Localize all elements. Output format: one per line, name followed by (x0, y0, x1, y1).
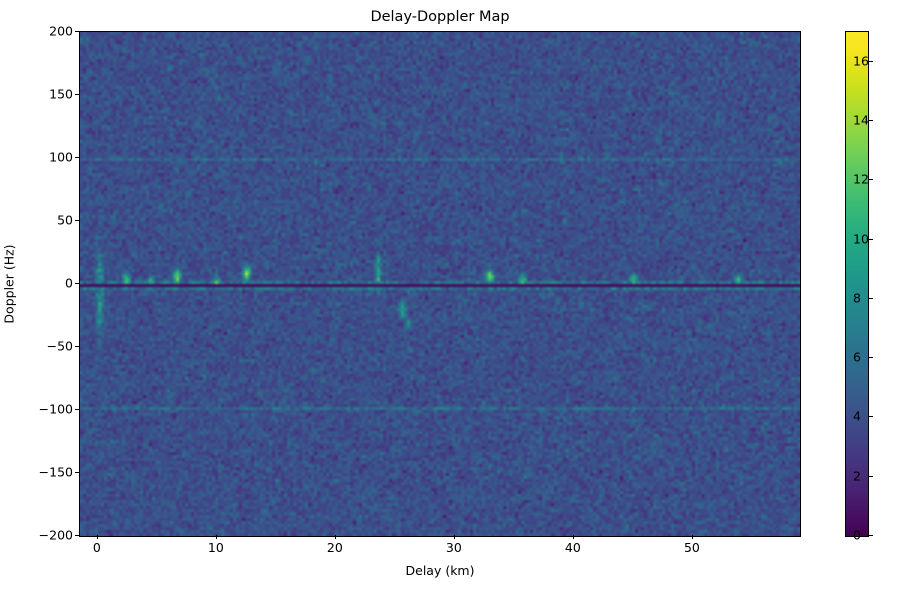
y-tick-label: −50 (46, 338, 73, 354)
colorbar-tick-mark (869, 119, 873, 121)
x-tick-label: 0 (92, 540, 101, 555)
colorbar-tick-mark (869, 179, 873, 181)
x-tick-label: 30 (445, 540, 462, 555)
y-axis-label: Doppler (Hz) (0, 31, 18, 537)
page-title: Delay-Doppler Map (370, 9, 510, 25)
y-tick-label: −100 (38, 401, 73, 417)
y-tick-label: 150 (49, 86, 73, 102)
colorbar-tick-mark (869, 475, 873, 477)
colorbar-tick-mark (869, 238, 873, 240)
y-tick-label: −200 (38, 527, 73, 543)
x-tick-label: 50 (683, 540, 700, 555)
y-tick-label: 200 (49, 23, 73, 39)
y-tick-label: −150 (38, 464, 73, 480)
colorbar-tick-mark (869, 60, 873, 62)
colorbar-tick-mark (869, 416, 873, 418)
x-tick-label: 20 (326, 540, 343, 555)
colorbar-tick-mark (869, 297, 873, 299)
colorbar-tick-mark (869, 535, 873, 536)
y-axis-label-text: Doppler (Hz) (1, 244, 17, 324)
colorbar-gradient (846, 32, 868, 536)
colorbar[interactable] (845, 31, 869, 537)
heatmap-image (80, 32, 800, 536)
y-tick-label: 50 (57, 212, 73, 228)
y-tick-label: 100 (49, 149, 73, 165)
x-tick-label: 10 (207, 540, 224, 555)
colorbar-tick-mark (869, 357, 873, 359)
y-tick-label: 0 (65, 275, 73, 291)
delay-doppler-map-axes[interactable] (79, 31, 801, 537)
x-tick-label: 40 (564, 540, 581, 555)
x-axis-label: Delay (km) (405, 563, 475, 578)
